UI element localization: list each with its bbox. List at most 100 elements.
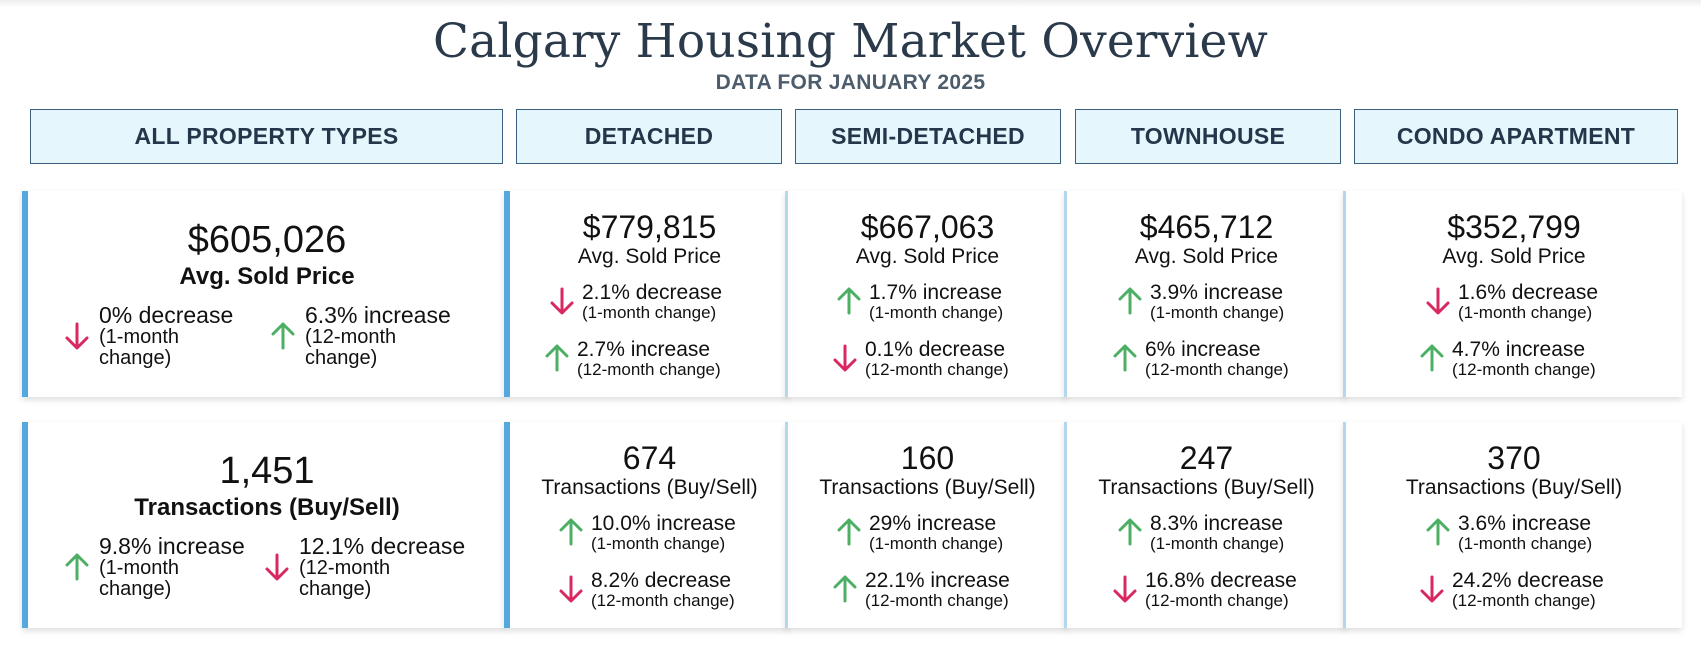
change-text: 10.0% increase (591, 512, 736, 535)
change-period: change) (299, 578, 372, 600)
change-period: (1-month (99, 326, 180, 348)
transactions-value: 370 (1487, 440, 1541, 476)
transactions-label: Transactions (Buy/Sell) (819, 476, 1036, 499)
header-all-property-types: ALL PROPERTY TYPES (30, 109, 503, 164)
change-period: change) (99, 347, 172, 369)
change-period: (12-month (305, 326, 397, 348)
price-label: Avg. Sold Price (179, 263, 355, 290)
price-value: $352,799 (1447, 209, 1581, 245)
change-text: 3.9% increase (1150, 281, 1284, 304)
change-text: 29% increase (869, 512, 997, 535)
change-text: 16.8% decrease (1145, 569, 1297, 592)
change-period: (12-month change) (1452, 360, 1596, 379)
price-label: Avg. Sold Price (1134, 245, 1279, 268)
change-text: 2.1% decrease (582, 281, 723, 304)
card-transactions-townhouse: 247 Transactions (Buy/Sell) 8.3% increas… (1064, 422, 1346, 628)
arrow-down-icon (1112, 575, 1138, 608)
card-price-detached: $779,815 Avg. Sold Price 2.1% decrease (… (504, 191, 789, 397)
change-period: (12-month change) (591, 591, 735, 610)
arrow-up-icon (1117, 287, 1143, 320)
change-period: (12-month change) (865, 360, 1009, 379)
arrow-down-icon (64, 322, 90, 355)
arrow-down-icon (832, 344, 858, 377)
page-subtitle: DATA FOR JANUARY 2025 (715, 71, 986, 94)
page-title: Calgary Housing Market Overview (432, 14, 1268, 69)
arrow-up-icon (832, 575, 858, 608)
change-text: 0% decrease (99, 302, 234, 328)
card-price-all: $605,026 Avg. Sold Price 0% decrease (1-… (22, 191, 506, 397)
change-text: 8.2% decrease (591, 569, 732, 592)
arrow-up-icon (836, 518, 862, 551)
header-detached: DETACHED (516, 109, 782, 164)
arrow-down-icon (1419, 575, 1445, 608)
price-value: $465,712 (1139, 209, 1274, 245)
price-value: $667,063 (860, 209, 995, 245)
arrow-up-icon (270, 322, 296, 355)
change-text: 8.3% increase (1150, 512, 1284, 535)
change-text: 9.8% increase (99, 533, 245, 559)
change-text: 6.3% increase (305, 302, 451, 328)
arrow-up-icon (1117, 518, 1143, 551)
arrow-up-icon (836, 287, 862, 320)
arrow-down-icon (549, 287, 575, 320)
change-period: (12-month (299, 557, 391, 579)
header-condo-apartment: CONDO APARTMENT (1354, 109, 1678, 164)
change-period: (12-month change) (1452, 591, 1596, 610)
transactions-value: 247 (1179, 440, 1234, 476)
price-value: $779,815 (582, 209, 717, 245)
change-period: change) (305, 347, 378, 369)
transactions-label: Transactions (Buy/Sell) (134, 494, 400, 521)
arrow-down-icon (264, 553, 290, 586)
card-transactions-all: 1,451 Transactions (Buy/Sell) 9.8% incre… (22, 422, 506, 628)
transactions-label: Transactions (Buy/Sell) (1098, 476, 1315, 499)
change-text: 12.1% decrease (299, 533, 466, 559)
change-text: 4.7% increase (1452, 338, 1586, 361)
arrow-up-icon (1419, 344, 1445, 377)
header-semi-detached: SEMI-DETACHED (795, 109, 1061, 164)
header-townhouse: TOWNHOUSE (1075, 109, 1341, 164)
arrow-up-icon (1112, 344, 1138, 377)
change-period: (1-month change) (869, 534, 1004, 553)
price-label: Avg. Sold Price (577, 245, 722, 268)
change-text: 1.7% increase (869, 281, 1003, 304)
change-text: 0.1% decrease (865, 338, 1006, 361)
change-period: (12-month change) (865, 591, 1009, 610)
change-period: (1-month change) (582, 303, 717, 322)
transactions-label: Transactions (Buy/Sell) (541, 476, 758, 499)
top-shadow (0, 0, 1701, 8)
change-period: (12-month change) (1145, 360, 1289, 379)
change-period: (1-month change) (1150, 303, 1285, 322)
transactions-value: 160 (900, 440, 955, 476)
price-value: $605,026 (187, 219, 347, 261)
card-price-semi-detached: $667,063 Avg. Sold Price 1.7% increase (… (785, 191, 1067, 397)
transactions-value: 674 (622, 440, 677, 476)
change-text: 3.6% increase (1458, 512, 1592, 535)
change-period: (12-month change) (1145, 591, 1289, 610)
arrow-up-icon (64, 553, 90, 586)
card-price-condo-apartment: $352,799 Avg. Sold Price 1.6% decrease (… (1343, 191, 1682, 397)
arrow-up-icon (544, 344, 570, 377)
change-period: (1-month (99, 557, 180, 579)
change-text: 24.2% decrease (1452, 569, 1604, 592)
arrow-down-icon (558, 575, 584, 608)
change-text: 6% increase (1145, 338, 1261, 361)
card-transactions-condo-apartment: 370 Transactions (Buy/Sell) 3.6% increas… (1343, 422, 1682, 628)
card-transactions-detached: 674 Transactions (Buy/Sell) 10.0% increa… (504, 422, 789, 628)
transactions-label: Transactions (Buy/Sell) (1405, 476, 1623, 499)
arrow-up-icon (558, 518, 584, 551)
card-transactions-semi-detached: 160 Transactions (Buy/Sell) 29% increase… (785, 422, 1067, 628)
change-text: 1.6% decrease (1458, 281, 1599, 304)
transactions-value: 1,451 (219, 450, 315, 492)
change-period: change) (99, 578, 172, 600)
arrow-down-icon (1425, 287, 1451, 320)
price-label: Avg. Sold Price (855, 245, 1000, 268)
change-period: (1-month change) (591, 534, 726, 553)
arrow-up-icon (1425, 518, 1451, 551)
change-period: (12-month change) (577, 360, 721, 379)
change-period: (1-month change) (869, 303, 1004, 322)
change-text: 22.1% increase (865, 569, 1010, 592)
price-label: Avg. Sold Price (1442, 245, 1586, 268)
card-price-townhouse: $465,712 Avg. Sold Price 3.9% increase (… (1064, 191, 1346, 397)
change-period: (1-month change) (1458, 534, 1593, 553)
change-text: 2.7% increase (577, 338, 711, 361)
